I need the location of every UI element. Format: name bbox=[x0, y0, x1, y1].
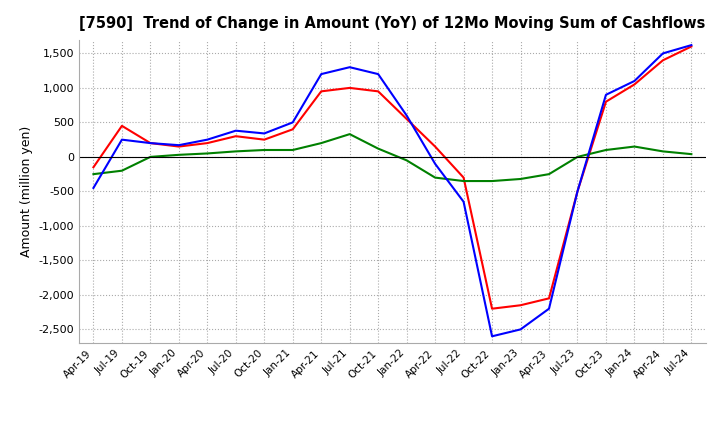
Free Cashflow bbox=[487, 334, 496, 339]
Y-axis label: Amount (million yen): Amount (million yen) bbox=[20, 126, 33, 257]
Free Cashflow bbox=[516, 327, 525, 332]
Free Cashflow bbox=[431, 161, 439, 166]
Free Cashflow bbox=[659, 51, 667, 56]
Investing Cashflow bbox=[659, 149, 667, 154]
Free Cashflow bbox=[374, 71, 382, 77]
Operating Cashflow bbox=[289, 127, 297, 132]
Investing Cashflow bbox=[687, 151, 696, 157]
Investing Cashflow bbox=[89, 172, 98, 177]
Investing Cashflow bbox=[317, 140, 325, 146]
Operating Cashflow bbox=[260, 137, 269, 142]
Free Cashflow bbox=[687, 43, 696, 48]
Investing Cashflow bbox=[146, 154, 155, 160]
Operating Cashflow bbox=[146, 140, 155, 146]
Free Cashflow bbox=[346, 65, 354, 70]
Investing Cashflow bbox=[117, 168, 126, 173]
Free Cashflow bbox=[402, 113, 411, 118]
Operating Cashflow bbox=[232, 134, 240, 139]
Operating Cashflow bbox=[203, 140, 212, 146]
Investing Cashflow bbox=[346, 132, 354, 137]
Free Cashflow bbox=[203, 137, 212, 142]
Operating Cashflow bbox=[346, 85, 354, 91]
Free Cashflow bbox=[260, 131, 269, 136]
Free Cashflow bbox=[89, 185, 98, 191]
Investing Cashflow bbox=[602, 147, 611, 153]
Free Cashflow bbox=[117, 137, 126, 142]
Investing Cashflow bbox=[174, 152, 183, 158]
Operating Cashflow bbox=[659, 58, 667, 63]
Free Cashflow bbox=[602, 92, 611, 97]
Investing Cashflow bbox=[402, 158, 411, 163]
Investing Cashflow bbox=[516, 176, 525, 182]
Investing Cashflow bbox=[431, 175, 439, 180]
Operating Cashflow bbox=[174, 144, 183, 149]
Operating Cashflow bbox=[573, 189, 582, 194]
Operating Cashflow bbox=[431, 144, 439, 149]
Line: Investing Cashflow: Investing Cashflow bbox=[94, 134, 691, 181]
Operating Cashflow bbox=[402, 116, 411, 121]
Free Cashflow bbox=[630, 78, 639, 84]
Operating Cashflow bbox=[459, 175, 468, 180]
Investing Cashflow bbox=[630, 144, 639, 149]
Investing Cashflow bbox=[260, 147, 269, 153]
Operating Cashflow bbox=[374, 89, 382, 94]
Line: Free Cashflow: Free Cashflow bbox=[94, 45, 691, 336]
Operating Cashflow bbox=[317, 89, 325, 94]
Investing Cashflow bbox=[459, 178, 468, 183]
Line: Operating Cashflow: Operating Cashflow bbox=[94, 47, 691, 309]
Operating Cashflow bbox=[487, 306, 496, 312]
Free Cashflow bbox=[146, 140, 155, 146]
Operating Cashflow bbox=[117, 123, 126, 128]
Operating Cashflow bbox=[602, 99, 611, 104]
Operating Cashflow bbox=[687, 44, 696, 49]
Operating Cashflow bbox=[545, 296, 554, 301]
Investing Cashflow bbox=[203, 151, 212, 156]
Title: [7590]  Trend of Change in Amount (YoY) of 12Mo Moving Sum of Cashflows: [7590] Trend of Change in Amount (YoY) o… bbox=[79, 16, 706, 32]
Free Cashflow bbox=[174, 143, 183, 148]
Operating Cashflow bbox=[630, 82, 639, 87]
Investing Cashflow bbox=[289, 147, 297, 153]
Operating Cashflow bbox=[516, 303, 525, 308]
Investing Cashflow bbox=[573, 154, 582, 160]
Operating Cashflow bbox=[89, 165, 98, 170]
Free Cashflow bbox=[289, 120, 297, 125]
Investing Cashflow bbox=[545, 172, 554, 177]
Investing Cashflow bbox=[374, 146, 382, 151]
Free Cashflow bbox=[317, 71, 325, 77]
Free Cashflow bbox=[545, 306, 554, 312]
Free Cashflow bbox=[459, 199, 468, 205]
Investing Cashflow bbox=[232, 149, 240, 154]
Free Cashflow bbox=[232, 128, 240, 133]
Investing Cashflow bbox=[487, 178, 496, 183]
Free Cashflow bbox=[573, 189, 582, 194]
